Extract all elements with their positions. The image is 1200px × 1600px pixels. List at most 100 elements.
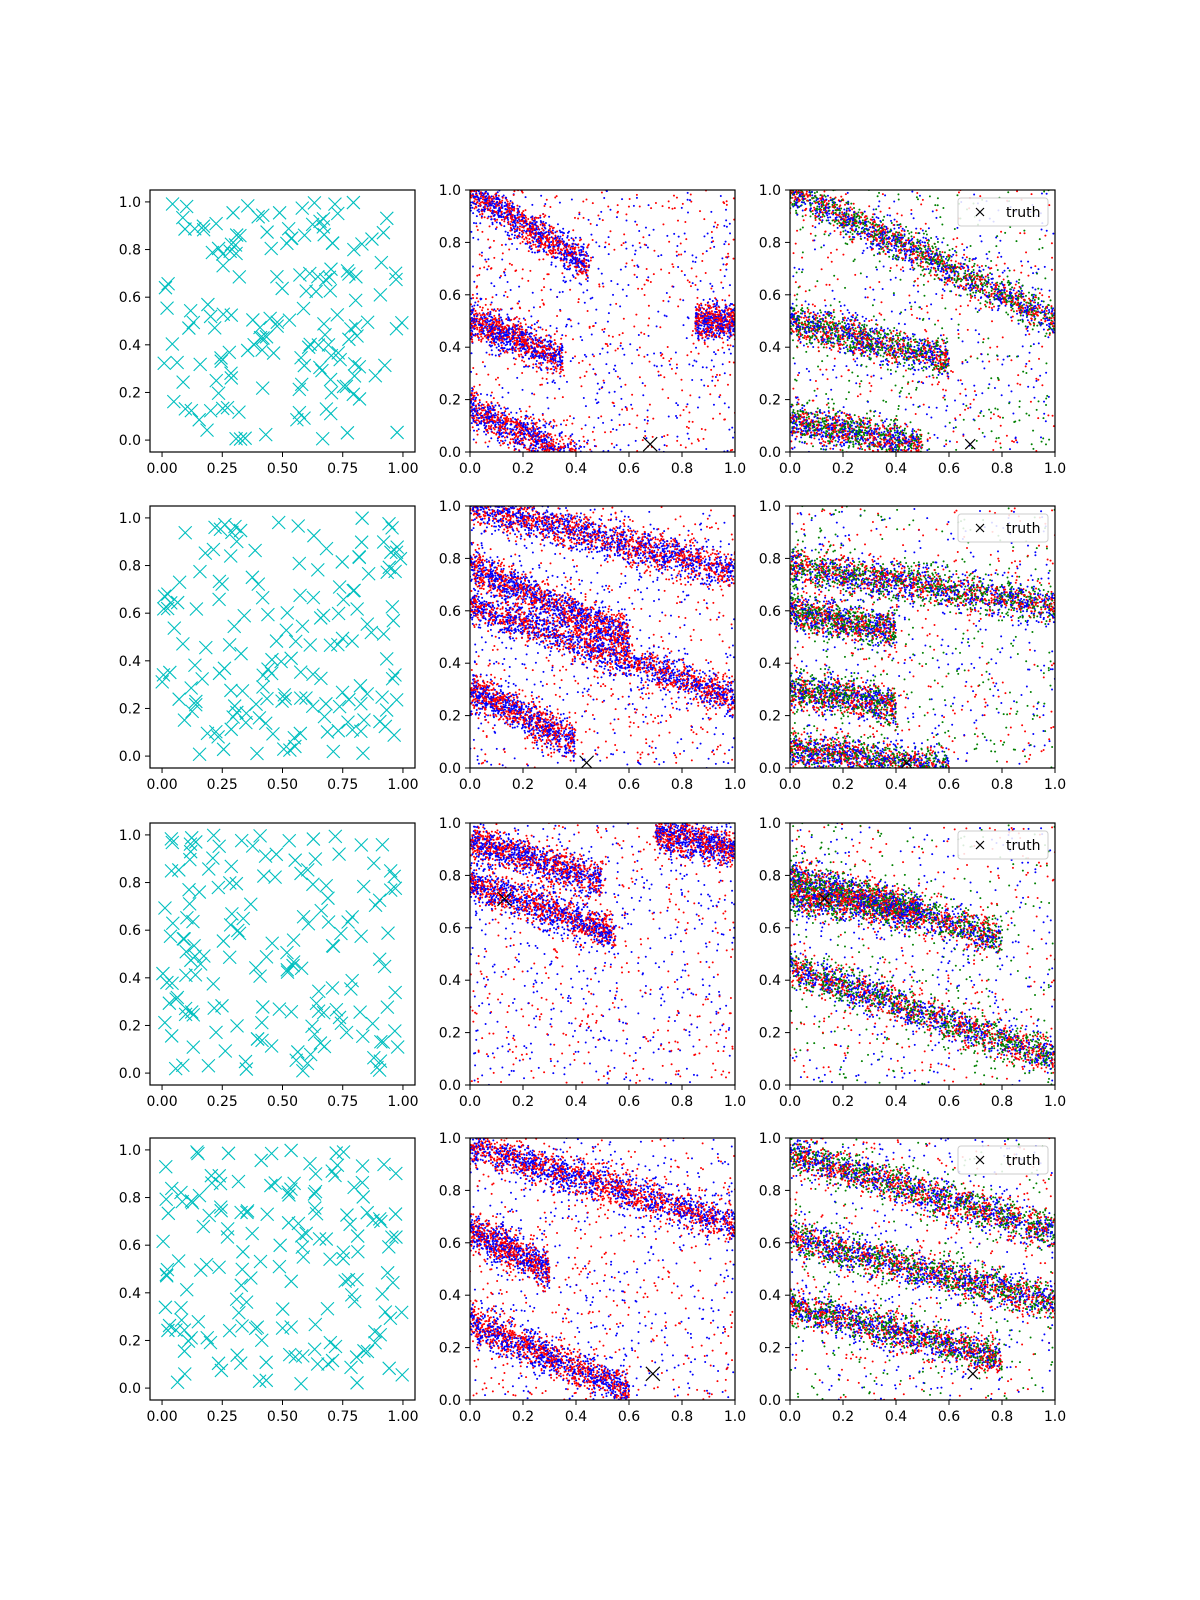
particle-point [504,230,507,233]
particle-point [565,456,567,458]
particle-point [612,494,614,496]
sample-marker [352,359,367,374]
particle-point [566,231,569,234]
particle-point [559,440,562,443]
particle-point [596,473,598,475]
particle-point [671,207,674,210]
particle-point [569,453,571,455]
particle-point [494,227,497,230]
particle-point [542,258,545,261]
particle-point [719,324,722,327]
particle-point [699,321,702,324]
particle-point [723,418,726,421]
sample-marker [215,247,230,261]
particle-point [742,328,744,330]
particle-point [725,305,728,308]
particle-point [518,350,521,353]
particle-point [541,361,544,364]
particle-point [712,417,715,420]
particle-point [475,407,478,410]
particle-point [609,343,612,346]
particle-point [616,204,619,207]
sample-marker [324,385,339,400]
particle-point [603,381,606,384]
particle-point [472,174,474,176]
particle-point [489,341,492,344]
particle-point [595,474,597,476]
particle-point [643,332,646,335]
particle-point [665,315,668,318]
particle-point [566,443,569,446]
particle-point [708,313,711,316]
particle-point [522,423,525,426]
particle-point [565,455,567,457]
particle-point [710,230,713,233]
particle-point [552,424,555,427]
sample-marker [316,211,331,226]
sample-marker [331,346,346,360]
particle-point [574,454,576,456]
particle-point [729,449,732,452]
particle-point [589,453,591,455]
particle-point [737,320,739,322]
sample-marker [170,355,185,370]
particle-point [481,230,484,233]
particle-point [524,334,527,337]
particle-point [487,403,490,406]
particle-point [652,417,655,420]
particle-point [476,394,479,397]
particle-point [541,342,544,345]
particle-point [474,182,476,184]
particle-point [675,366,678,369]
particle-point [530,442,533,445]
particle-point [710,306,713,309]
particle-point [474,410,477,413]
sample-marker [348,293,363,308]
particle-point [605,461,607,463]
particle-point [746,316,748,318]
particle-point [607,253,610,256]
particle-point [474,421,477,424]
particle-point [545,440,548,443]
particle-point [635,193,638,196]
particle-point [609,496,611,498]
particle-point [646,416,649,419]
particle-point [475,198,478,201]
particle-point [556,315,559,318]
particle-point [668,206,671,209]
particle-point [637,287,640,290]
particle-point [574,454,576,456]
particle-point [590,333,593,336]
particle-point [730,311,733,314]
particle-point [586,280,589,283]
particle-point [476,326,479,329]
particle-point [601,219,604,222]
particle-point [507,223,510,226]
particle-point [746,299,748,301]
particle-point [490,437,493,440]
particle-point [486,268,489,271]
particle-point [583,453,585,455]
particle-point [528,405,531,408]
particle-point [509,199,512,202]
particle-point [691,420,694,423]
particle-point [565,252,568,255]
particle-point [571,255,574,258]
particle-point [478,253,481,256]
particle-point [541,346,544,349]
particle-point [561,242,564,245]
particle-point [503,431,506,434]
particle-point [703,384,706,387]
y-tick-label: 1.0 [119,195,141,211]
particle-point [540,356,543,359]
particle-point [704,271,707,274]
particle-point [539,235,542,238]
particle-point [618,423,621,426]
particle-point [608,484,610,486]
particle-point [590,466,592,468]
particle-point [723,402,726,405]
particle-point [559,358,562,361]
particle-point [525,333,528,336]
particle-point [688,411,691,414]
particle-point [517,347,520,350]
